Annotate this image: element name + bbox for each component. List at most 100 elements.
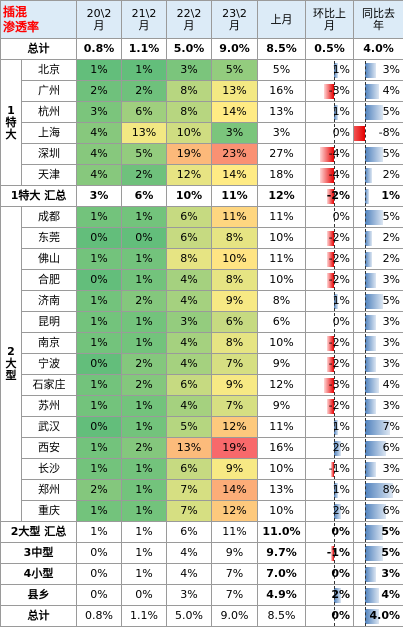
city-col-5-label: 1%	[333, 295, 350, 307]
city-col-3-text: 12%	[222, 420, 246, 433]
city-col-6-box: 5%	[354, 103, 403, 122]
city-col-4-text: 8%	[273, 294, 290, 307]
city-col-1: 0%	[122, 228, 167, 249]
city-col-0: 4%	[77, 123, 122, 144]
city-col-5-label: -4%	[329, 148, 350, 160]
city-col-5-label: -3%	[329, 85, 350, 97]
city-col-1-text: 6%	[135, 105, 152, 118]
subtotal-tier1-row-col-6: 1%	[354, 186, 403, 207]
city-col-6-axis	[365, 250, 366, 269]
city-col-6-axis	[365, 145, 366, 164]
city-name-text: 广州	[38, 84, 60, 97]
city-col-5-label: 1%	[333, 421, 350, 433]
city-col-1: 1%	[122, 459, 167, 480]
city-col-2-text: 4%	[180, 336, 197, 349]
city-col-4: 8%	[258, 291, 306, 312]
city-col-2: 6%	[167, 375, 212, 396]
city-col-4-text: 9%	[273, 399, 290, 412]
bottom-row-2-col-2: 4%	[167, 564, 212, 585]
city-col-5-label: -2%	[329, 337, 350, 349]
bottom-row-3-col-6-label: 4%	[381, 589, 400, 601]
city-name: 东莞	[22, 228, 77, 249]
city-name-text: 宁波	[38, 357, 60, 370]
city-col-2: 7%	[167, 501, 212, 522]
city-col-6: 2%	[354, 165, 403, 186]
column-header-5-line2: 月	[306, 20, 353, 32]
city-col-1-text: 2%	[135, 84, 152, 97]
city-col-1: 1%	[122, 207, 167, 228]
city-col-6-label: 7%	[383, 421, 400, 433]
city-col-0-text: 1%	[90, 252, 107, 265]
city-col-6-axis	[365, 355, 366, 374]
city-name: 西安	[22, 438, 77, 459]
city-col-2: 12%	[167, 165, 212, 186]
bottom-row-1-col-3: 9%	[212, 543, 258, 564]
bottom-row-0-col-5-label: 0%	[331, 526, 350, 538]
city-col-3-text: 14%	[222, 105, 246, 118]
column-header-6-line2: 年	[354, 20, 403, 32]
city-col-6: 4%	[354, 375, 403, 396]
city-col-6: -8%	[354, 123, 403, 144]
bottom-row-3-col-2: 3%	[167, 585, 212, 606]
city-col-0-text: 1%	[90, 378, 107, 391]
city-col-2-text: 5%	[180, 420, 197, 433]
city-col-0: 1%	[77, 207, 122, 228]
bottom-row-4-col-6: 4.0%	[354, 606, 403, 627]
bottom-row-4-col-5-label: 0%	[331, 610, 350, 622]
city-name-text: 重庆	[38, 504, 60, 517]
city-name: 郑州	[22, 480, 77, 501]
city-name: 济南	[22, 291, 77, 312]
city-col-2: 7%	[167, 480, 212, 501]
city-col-5-label: -1%	[329, 463, 350, 475]
corner-title: 插混渗透率	[1, 1, 77, 39]
city-col-5-box: -2%	[306, 271, 353, 290]
bottom-row-4-col-3: 9.0%	[212, 606, 258, 627]
city-col-5-box: -3%	[306, 82, 353, 101]
city-col-2: 13%	[167, 438, 212, 459]
city-col-6: 7%	[354, 417, 403, 438]
city-col-6-axis	[365, 313, 366, 332]
subtotal-tier1-row-col-2-text: 10%	[176, 189, 202, 202]
city-col-6: 3%	[354, 312, 403, 333]
city-col-4-text: 10%	[269, 273, 293, 286]
city-name: 长沙	[22, 459, 77, 480]
city-col-1: 1%	[122, 480, 167, 501]
city-col-6: 3%	[354, 333, 403, 354]
city-col-2: 4%	[167, 396, 212, 417]
total-row-top-col-1-text: 1.1%	[129, 42, 160, 55]
total-row-top-col-3: 9.0%	[212, 39, 258, 60]
city-col-0: 2%	[77, 480, 122, 501]
city-col-2: 3%	[167, 312, 212, 333]
city-col-6-label: 3%	[383, 274, 400, 286]
city-col-0: 0%	[77, 270, 122, 291]
city-col-0-text: 1%	[90, 441, 107, 454]
subtotal-tier1-row-col-4-text: 12%	[268, 189, 294, 202]
bottom-row-0-col-0: 1%	[77, 522, 122, 543]
city-col-5: 0%	[306, 123, 354, 144]
city-name-text: 郑州	[38, 483, 60, 496]
city-col-6-box: 3%	[354, 397, 403, 416]
city-col-4: 9%	[258, 396, 306, 417]
bottom-row-1-col-0: 0%	[77, 543, 122, 564]
bottom-row-2-col-5-box: 0%	[306, 565, 353, 584]
city-col-5: -2%	[306, 396, 354, 417]
city-col-2: 5%	[167, 417, 212, 438]
city-col-6-axis	[365, 481, 366, 500]
city-col-6-bar	[365, 84, 379, 99]
city-col-0: 0%	[77, 228, 122, 249]
city-name-text: 北京	[38, 63, 60, 76]
column-header-1-line1: 21\2	[122, 8, 166, 20]
city-col-1-text: 1%	[135, 483, 152, 496]
bottom-row-3-col-5-box: 2%	[306, 586, 353, 605]
bottom-row-3-col-6-axis	[365, 586, 366, 605]
